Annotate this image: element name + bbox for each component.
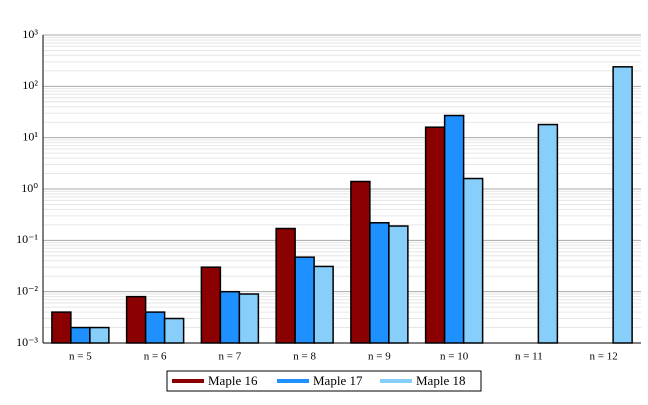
legend-label: Maple 17 — [313, 373, 363, 388]
y-tick-label: 10¹ — [22, 129, 38, 143]
bar — [462, 177, 484, 344]
x-tick-label: n = 6 — [144, 351, 167, 363]
y-tick-label: 10⁻² — [16, 283, 38, 297]
bar — [424, 126, 446, 344]
bar — [275, 227, 296, 344]
y-tick-label: 10³ — [22, 27, 38, 41]
bar — [163, 317, 185, 344]
bar — [51, 311, 72, 344]
legend-label: Maple 18 — [416, 373, 465, 388]
bar — [70, 326, 91, 344]
bar — [388, 225, 409, 344]
y-tick-label: 10² — [22, 78, 38, 92]
y-tick-label: 10⁻¹ — [16, 232, 38, 246]
y-tick-label: 10⁰ — [21, 181, 38, 195]
x-tick-label: n = 7 — [219, 351, 242, 363]
bar — [350, 180, 371, 344]
bar — [294, 256, 315, 344]
x-tick-label: n = 9 — [368, 351, 391, 363]
x-tick-label: n = 10 — [440, 351, 469, 363]
y-tick-label: 10⁻³ — [16, 335, 38, 349]
bar — [537, 123, 559, 344]
legend: Maple 16 Maple 17 Maple 18 — [166, 370, 482, 392]
bar — [125, 295, 147, 344]
bar — [238, 293, 260, 344]
x-tick-label: n = 5 — [69, 351, 92, 363]
bar — [200, 266, 222, 344]
bar — [144, 311, 166, 344]
x-tick-label: n = 8 — [293, 351, 316, 363]
bar — [219, 290, 241, 344]
bar — [369, 222, 390, 344]
x-tick-label: n = 11 — [515, 351, 543, 363]
bar — [313, 265, 334, 344]
bar — [612, 66, 633, 344]
x-tick-label: n = 12 — [590, 351, 618, 363]
bar — [443, 114, 465, 344]
legend-box — [166, 370, 482, 392]
bar — [89, 326, 110, 344]
legend-label: Maple 16 — [208, 373, 258, 388]
